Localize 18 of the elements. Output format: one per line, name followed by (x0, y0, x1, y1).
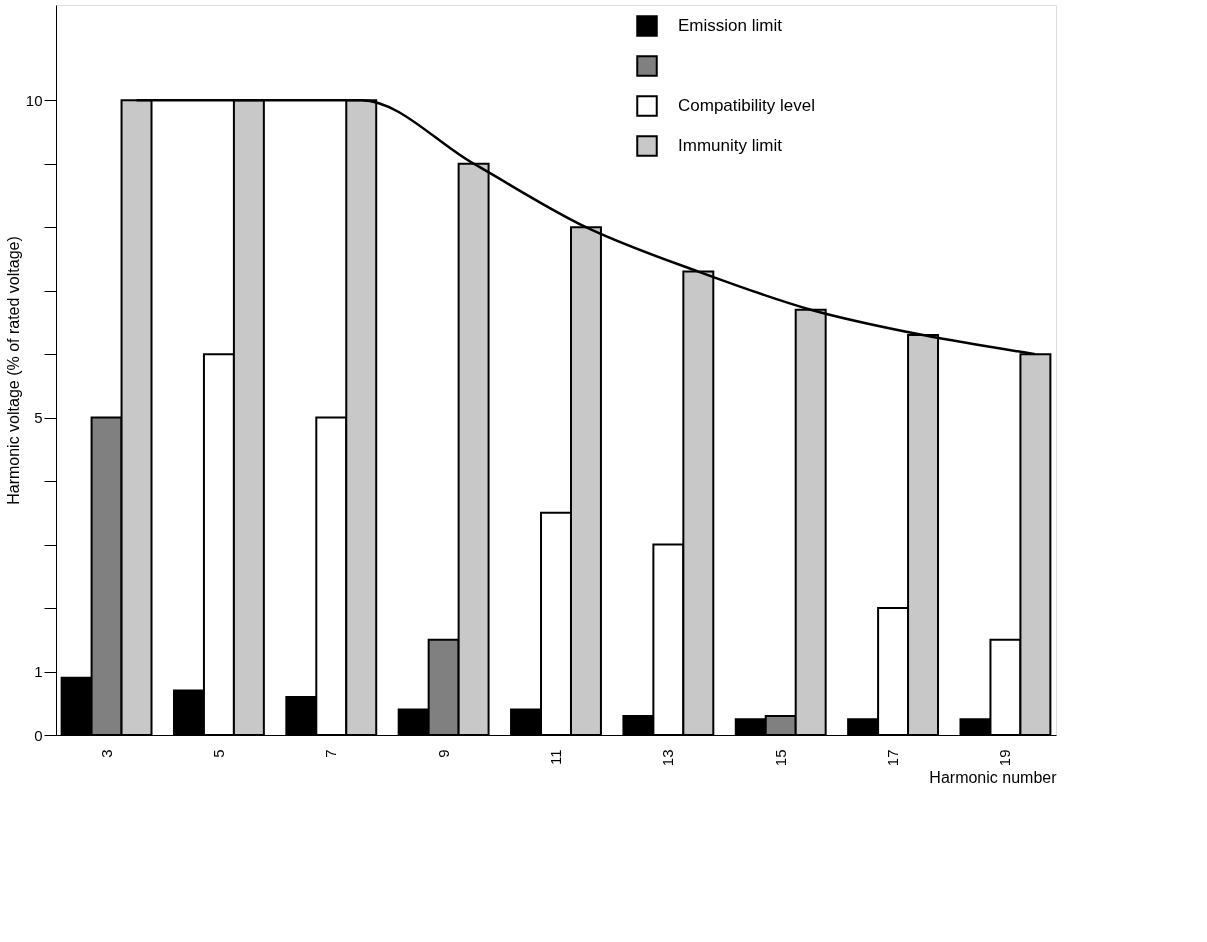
legend-label: Compatibility level (678, 96, 815, 115)
x-axis-title: Harmonic number (929, 769, 1058, 787)
y-tick-label: 5 (34, 409, 43, 427)
legend-label: Emission limit (678, 16, 783, 35)
y-axis-title: Harmonic voltage (% of rated voltage) (4, 236, 22, 505)
x-tick-label: 5 (209, 749, 227, 758)
y-tick-label: 10 (25, 91, 43, 109)
x-tick-label: 7 (322, 749, 340, 758)
x-tick-label: 17 (884, 749, 902, 767)
x-tick-label: 13 (659, 749, 677, 767)
legend-label: Immunity limit (678, 136, 783, 155)
x-tick-label: 3 (97, 749, 115, 758)
x-tick-label: 11 (547, 749, 564, 766)
y-tick-label: 0 (34, 726, 43, 744)
x-tick-label: 9 (434, 749, 452, 758)
x-tick-label: 15 (771, 749, 789, 767)
x-tick-label: 19 (996, 749, 1014, 767)
y-tick-label: 1 (34, 663, 43, 681)
